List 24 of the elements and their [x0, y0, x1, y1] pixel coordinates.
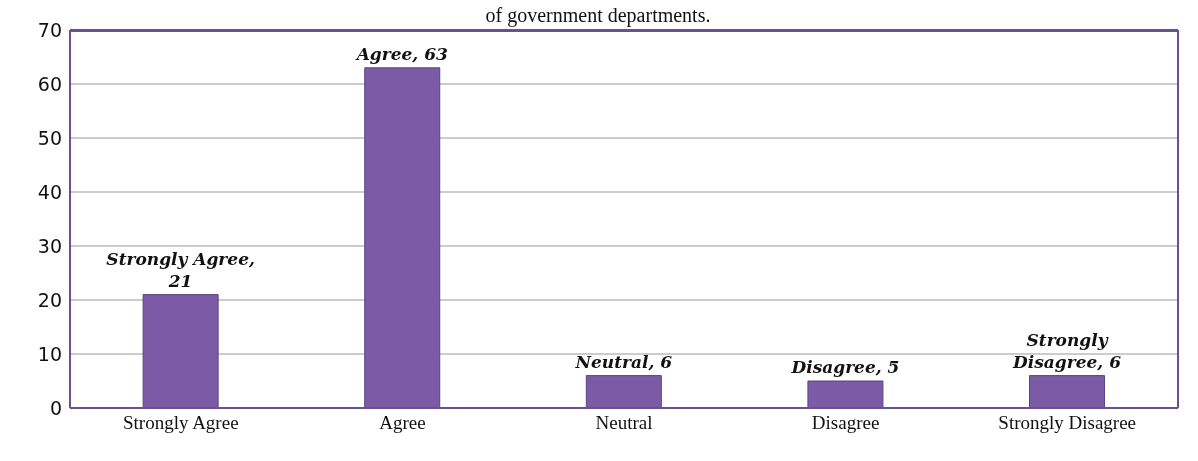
data-label: Neutral, 6 [574, 351, 673, 372]
data-label: Agree, 63 [354, 43, 448, 64]
y-tick-label: 20 [37, 288, 62, 311]
y-tick-label: 10 [37, 342, 62, 365]
bar [585, 375, 662, 408]
x-tick-label: Strongly Disagree [998, 412, 1137, 434]
bar [807, 380, 884, 408]
data-label: Strongly Agree, 21 [106, 248, 255, 291]
data-label: Disagree, 5 [790, 357, 900, 377]
x-tick-label: Strongly Agree [123, 412, 239, 434]
y-tick-label: 60 [37, 72, 62, 95]
x-tick-label: Neutral [595, 412, 653, 434]
y-tick-label: 70 [37, 18, 62, 41]
y-tick-label: 0 [49, 396, 62, 419]
bar [142, 294, 219, 408]
bar [364, 67, 441, 408]
y-tick-label: 30 [37, 234, 62, 257]
bar [1029, 375, 1106, 408]
y-tick-label: 40 [37, 180, 62, 203]
chart-title: of government departments. [485, 4, 711, 26]
x-tick-label: Agree [379, 412, 426, 434]
data-label: Strongly Disagree, 6 [1012, 329, 1122, 372]
x-tick-label: Disagree [811, 412, 880, 434]
y-tick-label: 50 [37, 126, 62, 149]
